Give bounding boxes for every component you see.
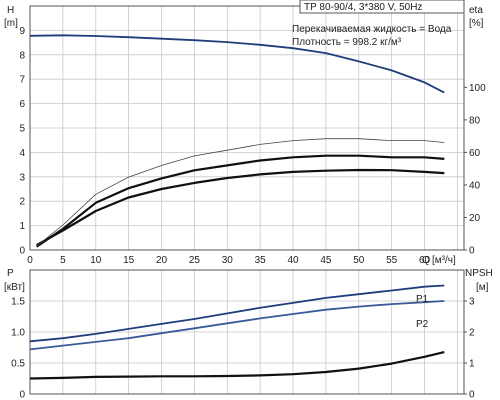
x-axis-tick: 5 — [60, 255, 66, 266]
x-axis-tick: 30 — [222, 255, 234, 266]
x-axis-tick: 15 — [123, 255, 135, 266]
top-series-line-1 — [36, 168, 445, 247]
chart-title: TP 80-90/4, 3*380 V, 50Hz — [304, 2, 422, 13]
bottom-y-left-tick: 1.5 — [11, 297, 25, 308]
bottom-y-left-tick: 1.0 — [11, 328, 25, 339]
top-series-line-2 — [35, 154, 445, 248]
top-series — [29, 34, 445, 248]
bottom-series-line-0 — [29, 284, 445, 343]
top-y-left-tick: 8 — [19, 50, 25, 61]
top-y-left-tick: 2 — [19, 197, 25, 208]
top-y-left-tick: 3 — [19, 172, 25, 183]
bottom-tick-labels: 0 0.5 1.0 1.5 0 1 2 3 — [11, 297, 475, 400]
x-axis-tick: 40 — [287, 255, 299, 266]
x-axis-tick: 25 — [189, 255, 201, 266]
top-y-left-tick: 7 — [19, 75, 25, 86]
top-plot-frame — [29, 5, 465, 251]
bottom-panel: 0 0.5 1.0 1.5 0 1 2 3 P [кВт] NPSH [м] P1 P2 — [4, 268, 493, 400]
top-y-left-label: H — [7, 5, 14, 16]
x-axis-tick: 0 — [27, 255, 33, 266]
top-y-right-tick: 100 — [469, 83, 486, 94]
x-axis-unit: [м³/ч] — [432, 255, 456, 266]
top-y-left-tick: 4 — [19, 148, 25, 159]
x-axis-tick: 55 — [386, 255, 398, 266]
bottom-series-line-1 — [29, 300, 445, 351]
bottom-y-right-unit: [м] — [476, 282, 489, 293]
top-y-left-tick: 5 — [19, 124, 25, 135]
series-label-p2: P2 — [416, 319, 429, 330]
bottom-y-right-tick: 1 — [469, 359, 475, 370]
title-box — [299, 0, 465, 14]
bottom-series — [29, 284, 445, 380]
bottom-y-right-tick: 2 — [469, 328, 475, 339]
top-y-left-tick: 0 — [19, 246, 25, 257]
series-label-p1: P1 — [416, 294, 429, 305]
bottom-series-line-2 — [29, 351, 445, 380]
top-y-right-tick: 40 — [469, 180, 481, 191]
top-y-right-label: eta — [469, 5, 483, 16]
top-y-left-unit: [m] — [4, 18, 18, 29]
bottom-y-left-tick: 0.5 — [11, 359, 25, 370]
top-series-line-0 — [29, 34, 445, 94]
bottom-y-right-label: NPSH — [465, 268, 493, 279]
top-y-left-tick: 6 — [19, 99, 25, 110]
bottom-y-left-tick: 0 — [19, 390, 25, 400]
density-info: Плотность = 998.2 кг/м³ — [292, 37, 402, 48]
top-y-right-unit: [%] — [469, 18, 484, 29]
x-axis-label: Q — [422, 255, 430, 266]
bottom-y-left-unit: [кВт] — [4, 282, 25, 293]
x-axis-tick: 60 — [419, 255, 431, 266]
bottom-y-right-tick: 3 — [469, 297, 475, 308]
top-y-right-tick: 60 — [469, 148, 481, 159]
top-y-right-tick: 20 — [469, 213, 481, 224]
x-axis-tick: 35 — [255, 255, 267, 266]
bottom-y-left-label: P — [7, 268, 14, 279]
top-y-left-tick: 1 — [19, 221, 25, 232]
top-y-right-tick: 80 — [469, 115, 481, 126]
x-axis-tick: 10 — [90, 255, 102, 266]
top-grid — [30, 6, 464, 250]
fluid-info: Перекачиваемая жидкость = Вода — [292, 24, 452, 35]
top-y-right-tick: 0 — [469, 246, 475, 257]
top-y-left-tick: 9 — [19, 26, 25, 37]
x-axis-tick: 45 — [320, 255, 332, 266]
top-efficiency-band-line — [36, 138, 445, 247]
bottom-y-right-tick: 0 — [469, 390, 475, 400]
x-axis-tick: 50 — [353, 255, 365, 266]
x-axis-tick: 20 — [156, 255, 168, 266]
